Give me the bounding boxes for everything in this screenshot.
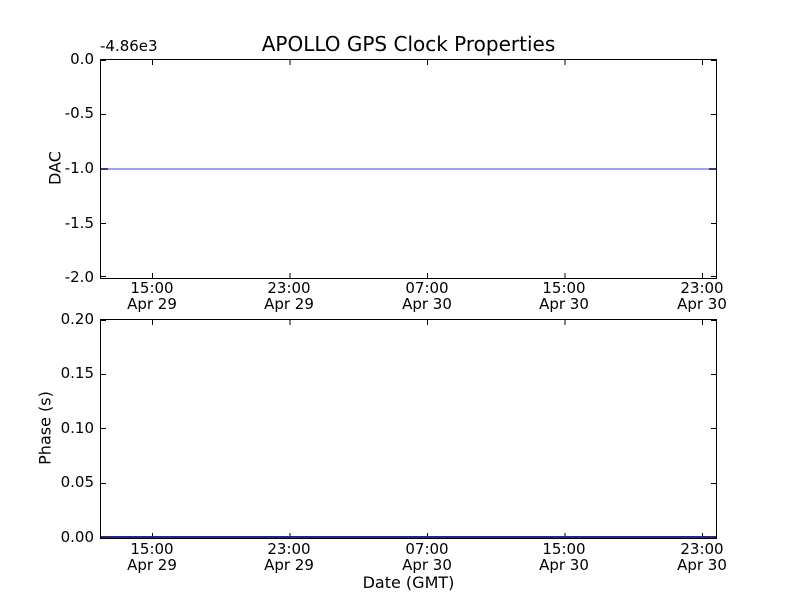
y-tick-label: 0.05 [60, 473, 94, 491]
y-tick-label: 0.10 [60, 419, 94, 437]
y-tick-marks-left [101, 320, 106, 321]
y-offset-text: -4.86e3 [100, 37, 158, 55]
y-tick-label: -2.0 [64, 268, 94, 286]
phase-subplot-axes [100, 319, 717, 539]
x-axis-label: Date (GMT) [362, 573, 455, 592]
x-tick-label: 15:00 Apr 30 [539, 540, 589, 574]
y-tick-marks-right [711, 60, 716, 61]
y-tick-label: 0.15 [60, 364, 94, 382]
x-tick-label: 15:00 Apr 29 [127, 279, 177, 313]
x-tick-marks-top [152, 60, 153, 65]
dac-data-line [101, 168, 716, 170]
x-tick-marks-bottom [152, 533, 153, 538]
x-tick-marks-bottom [152, 273, 153, 278]
phase-data-line [101, 536, 716, 538]
chart-title: APOLLO GPS Clock Properties [261, 32, 556, 56]
x-tick-label: 23:00 Apr 29 [264, 279, 314, 313]
x-tick-label: 23:00 Apr 30 [677, 279, 727, 313]
x-tick-marks-top [152, 320, 153, 325]
x-tick-label: 15:00 Apr 30 [539, 279, 589, 313]
x-tick-label: 07:00 Apr 30 [402, 540, 452, 574]
dac-subplot-axes [100, 59, 717, 279]
y-tick-marks-left [101, 60, 106, 61]
y-tick-label: 0.0 [70, 50, 94, 68]
y-tick-label: -1.5 [64, 214, 94, 232]
x-tick-label: 07:00 Apr 30 [402, 279, 452, 313]
x-tick-label: 23:00 Apr 30 [677, 540, 727, 574]
x-tick-label: 15:00 Apr 29 [127, 540, 177, 574]
y-tick-marks-right [711, 320, 716, 321]
dac-data-line-dense-end [709, 168, 716, 170]
dac-data-line-dense-start [101, 168, 108, 170]
y-tick-label: 0.00 [60, 528, 94, 546]
y-tick-label: -0.5 [64, 104, 94, 122]
y-tick-label: -1.0 [64, 159, 94, 177]
y-tick-label: 0.20 [60, 310, 94, 328]
x-tick-label: 23:00 Apr 29 [264, 540, 314, 574]
